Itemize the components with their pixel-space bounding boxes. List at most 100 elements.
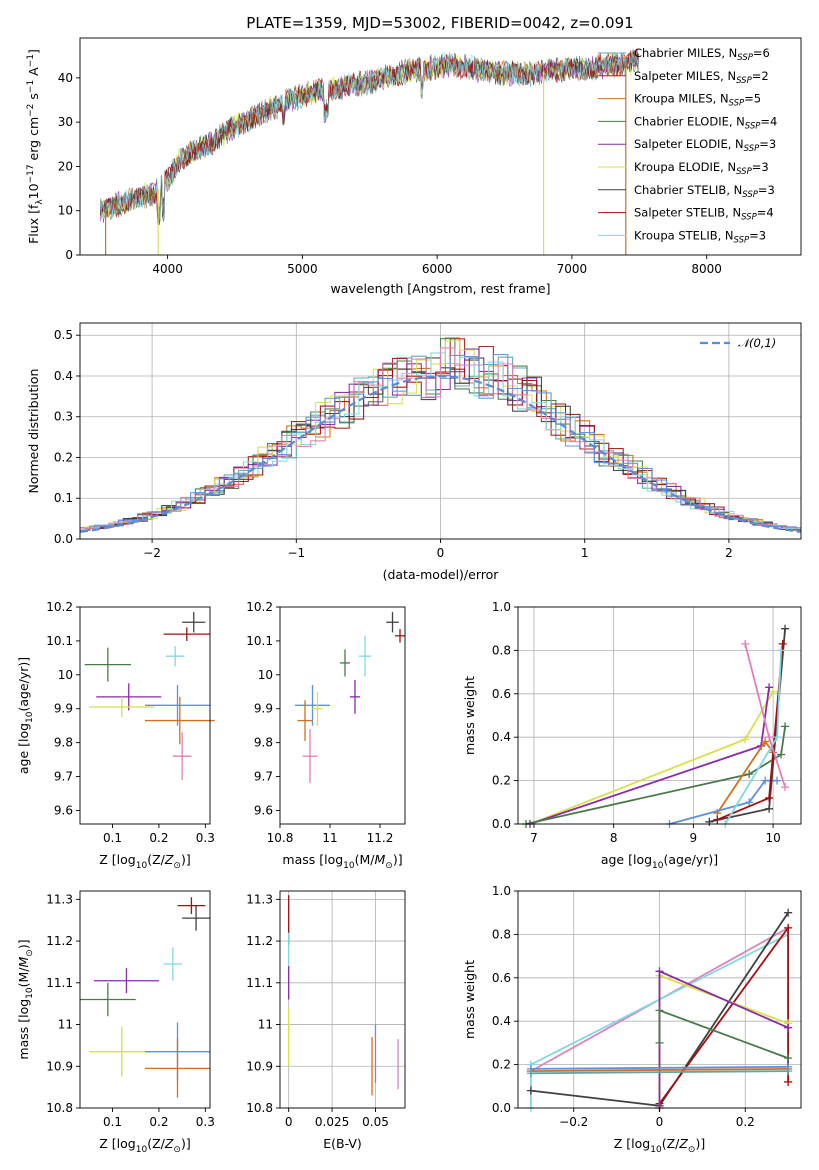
- y-tick-label: 0.8: [492, 927, 511, 941]
- y-axis-label: mass weight: [462, 960, 477, 1039]
- y-tick-label: 0.0: [54, 532, 73, 546]
- legend-count: =3: [752, 160, 769, 174]
- label-part: (age/yr)]: [663, 852, 718, 867]
- weight-line: [529, 687, 770, 825]
- label-part: −2: [26, 104, 36, 117]
- weight-marker: [765, 793, 774, 802]
- x-tick-label: 11: [322, 831, 337, 845]
- x-tick-label: 0.3: [196, 1115, 215, 1129]
- histogram-step: [80, 347, 801, 529]
- y-tick-label: 11.1: [246, 976, 273, 990]
- y-tick-label: 10: [258, 668, 273, 682]
- weight-line: [658, 969, 789, 1108]
- weight-marker: [784, 908, 793, 917]
- x-tick-label: 0: [437, 546, 445, 560]
- weight-marker: [741, 735, 750, 744]
- y-tick-label: 11.3: [246, 892, 273, 906]
- weight-marker: [784, 1054, 793, 1063]
- y-tick-label: 40: [58, 71, 73, 85]
- y-tick-label: 9.9: [254, 702, 273, 716]
- legend-label: Salpeter ELODIE, NSSP=3: [634, 137, 776, 154]
- label-part: 10: [25, 987, 35, 999]
- legend-label: Salpeter STELIB, NSSP=4: [634, 206, 774, 223]
- histogram-step: [80, 348, 801, 531]
- legend-count: =3: [759, 137, 776, 151]
- y-tick-label: 0.2: [492, 774, 511, 788]
- label-part: ⊙: [688, 1145, 696, 1155]
- weight-marker: [761, 776, 770, 785]
- label-part: ⊙: [173, 861, 181, 871]
- x-axis-label: mass [log10(M/M⊙)]: [282, 852, 402, 871]
- label-part: −1: [26, 54, 36, 67]
- spectrum-chart: 4000 5000 6000 7000 8000 0 10 20 30 40 Chabrier MI…: [26, 37, 802, 296]
- label-part: 10: [650, 1145, 662, 1155]
- x-axis-label: (data-model)/error: [383, 567, 500, 582]
- weight-marker: [773, 733, 782, 742]
- legend-sub: SSP: [744, 144, 760, 154]
- weight-line: [658, 1009, 789, 1059]
- y-tick-label: 0.8: [492, 643, 511, 657]
- age_vs_mass-chart: 10.8 11 11.2 9.6 9.7 9.8 9.9 10 10.1 10.2 mass [lo…: [246, 600, 406, 871]
- y-axis-label: Flux [fλ10−17 erg cm−2 s−1 A−1]: [26, 49, 45, 244]
- label-part: log: [16, 723, 31, 742]
- x-tick-label: 0.2: [736, 1115, 755, 1129]
- label-part: log: [324, 852, 343, 867]
- axes-frame: [79, 890, 211, 1109]
- legend-sub: SSP: [742, 190, 758, 200]
- label-part: (Z/: [147, 852, 165, 867]
- axes-frame: [79, 606, 211, 825]
- weight-marker: [765, 733, 774, 742]
- legend-count: =4: [760, 114, 777, 128]
- weight-marker: [784, 1077, 793, 1086]
- y-tick-label: 9.7: [54, 770, 73, 784]
- x-axis-label: Z [log10(Z/Z⊙)]: [99, 852, 190, 871]
- weight-marker: [784, 1067, 793, 1076]
- y-tick-label: 1.0: [492, 884, 511, 898]
- label-part: )]: [181, 1136, 191, 1151]
- legend-sub: SSP: [736, 167, 752, 177]
- label-part: ⊙: [25, 949, 35, 957]
- y-axis-label: mass [log10(M/M⊙)]: [16, 939, 35, 1059]
- legend-label: Chabrier ELODIE, NSSP=4: [634, 114, 777, 131]
- label-part: λ: [35, 199, 45, 205]
- weight-line: [709, 628, 786, 823]
- mass_vs_ebv-chart: 0 0.025 0.05 10.8 10.9 11 11.1 11.2 11.3 E(B-V): [246, 890, 406, 1151]
- x-axis-label: Z [log10(Z/Z⊙)]: [99, 1136, 190, 1155]
- legend-label: Kroupa STELIB, NSSP=3: [634, 228, 766, 245]
- legend-sub: SSP: [729, 99, 745, 109]
- legend-sub: SSP: [737, 53, 753, 63]
- x-tick-label: 4000: [152, 262, 183, 276]
- x-tick-label: 7: [530, 831, 538, 845]
- weight-marker: [526, 1086, 535, 1095]
- y-tick-label: 11.1: [46, 976, 73, 990]
- y-tick-label: 10.1: [246, 634, 273, 648]
- x-tick-label: 5000: [287, 262, 318, 276]
- y-tick-label: 0.0: [492, 1101, 511, 1115]
- gaussian-curve: [79, 375, 802, 533]
- legend-name: Kroupa MILES, N: [634, 92, 729, 106]
- y-tick-label: 0.2: [492, 1058, 511, 1072]
- y-tick-label: 10.8: [46, 1101, 73, 1115]
- y-tick-label: 10.9: [246, 1059, 273, 1073]
- y-tick-label: 0.2: [54, 450, 73, 464]
- axes-frame: [517, 606, 802, 825]
- y-tick-label: 0: [65, 248, 73, 262]
- weight-line: [658, 974, 789, 1108]
- label-part: 10: [136, 1145, 148, 1155]
- y-tick-label: 10.9: [46, 1059, 73, 1073]
- legend-sub: SSP: [741, 213, 757, 223]
- label-part: age [: [16, 742, 31, 774]
- y-axis-label: age [log10(age/yr)]: [16, 657, 35, 774]
- legend-count: =6: [753, 46, 770, 60]
- x-tick-label: −2: [143, 546, 161, 560]
- x-axis-label: E(B-V): [323, 1136, 362, 1151]
- legend-sub: SSP: [745, 121, 761, 131]
- x-tick-label: 2: [725, 546, 733, 560]
- label-part: log: [117, 1136, 136, 1151]
- label-part: (age/yr)]: [16, 657, 31, 712]
- residuals-chart: −2 −1 0 1 2 0.0 0.1 0.2 0.3 0.4 0.5 𝒩(0,1) (data-mod…: [26, 322, 802, 582]
- legend-name: Chabrier ELODIE, N: [634, 114, 745, 128]
- legend-count: =3: [758, 183, 775, 197]
- legend-count: =2: [752, 69, 769, 83]
